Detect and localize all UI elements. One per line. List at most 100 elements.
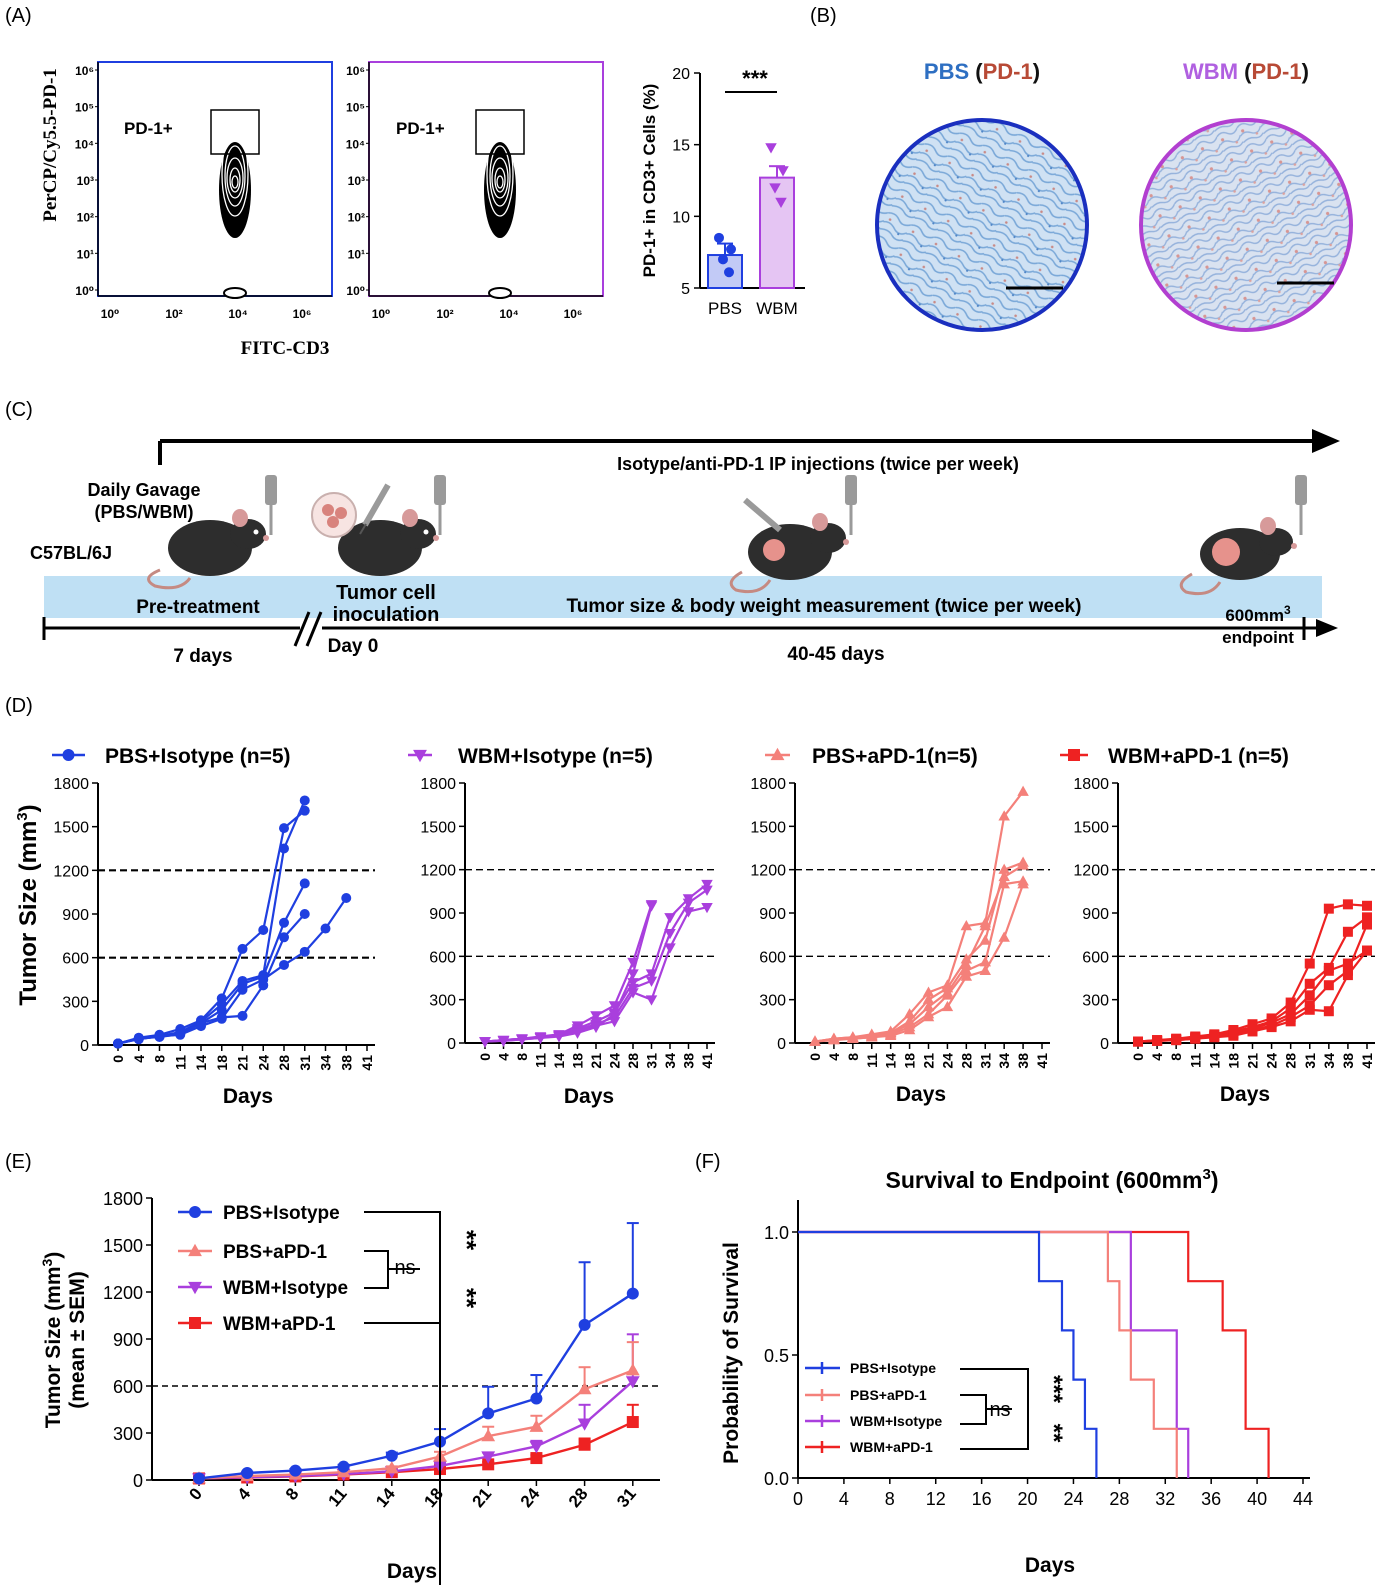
panel-d-x-tick-label: 21	[235, 1055, 251, 1071]
ihc-pbs-title: PBS (PD-1)	[924, 59, 1040, 84]
panel-f-x-tick-label: 40	[1247, 1489, 1267, 1509]
growth-point	[701, 879, 713, 891]
gavage-tube-icon	[434, 475, 446, 535]
panel-d-y-tick-label: 300	[1082, 993, 1109, 1010]
growth-point	[922, 1011, 935, 1022]
flow-y-tick-label: 10⁵	[75, 101, 94, 115]
panel-d-y-tick-label: 1500	[1073, 819, 1109, 836]
flow-density-contour	[491, 157, 509, 199]
panel-e-x-tick-label: 14	[372, 1484, 399, 1511]
measurement-band	[44, 576, 1322, 618]
panel-d-x-tick-label: 34	[1321, 1053, 1337, 1069]
panel-d-x-tick-label: 34	[318, 1055, 334, 1071]
mean-point	[577, 1418, 592, 1431]
panel-d-x-tick-label: 0	[110, 1055, 126, 1063]
panel-d-x-tick-label: 28	[276, 1055, 292, 1071]
mean-point	[625, 1363, 640, 1376]
panel-d-x-tick-label: 38	[1340, 1053, 1356, 1069]
growth-point	[645, 995, 658, 1006]
growth-point	[553, 1032, 565, 1043]
panel-e-y-tick-label: 1500	[103, 1236, 143, 1256]
panel-f-ns: ns	[989, 1399, 1010, 1421]
panel-d-x-tick-label: 21	[921, 1053, 937, 1069]
growth-point	[1152, 1035, 1163, 1046]
panel-e-x-tick-label: 8	[282, 1484, 303, 1503]
pd1-bar-chart: 5 10 15 20 PD-1+ in CD3+ Cells (%) PBS WBM	[640, 66, 805, 318]
flow-x-tick-label: 10⁰	[101, 307, 120, 321]
growth-point	[1323, 1006, 1334, 1017]
panel-d-x-tick-label: 0	[807, 1053, 823, 1061]
panel-e-legend-marker	[188, 1243, 202, 1257]
flow-y-tick-label: 10²	[77, 211, 94, 225]
panel-f-x-tick-label: 24	[1063, 1489, 1083, 1509]
flow-x-tick-label: 10²	[165, 307, 182, 321]
panel-d-x-tick-label: 14	[1206, 1053, 1222, 1069]
flow-density-contour	[486, 131, 514, 217]
flow-y-tick-label: 10⁶	[346, 64, 365, 78]
flow-y-tick-label: 10³	[348, 174, 365, 188]
growth-point	[682, 898, 695, 909]
growth-point	[1133, 1036, 1143, 1047]
panel-f-y-tick-label: 0.5	[764, 1346, 789, 1366]
panel-d-x-tick-label: 18	[570, 1053, 586, 1069]
panel-label-a: (A)	[5, 5, 32, 27]
panel-d-x-tick-label: 38	[338, 1055, 354, 1071]
panel-label-e: (E)	[5, 1151, 32, 1173]
mean-point	[385, 1449, 398, 1462]
measurement-label: Tumor size & body weight measurement (tw…	[567, 596, 1082, 617]
panel-f-x-tick-label: 36	[1201, 1489, 1221, 1509]
panel-e-stars-2: **	[452, 1288, 482, 1309]
panel-d-y-tick-label: 1200	[750, 863, 786, 880]
panel-d-y-tick-label: 1200	[420, 863, 456, 880]
growth-point	[809, 1035, 821, 1046]
growth-point	[979, 920, 991, 931]
panel-d-y-tick-label: 1200	[53, 863, 89, 880]
survival-curve	[798, 1230, 1098, 1478]
growth-point	[979, 934, 991, 945]
growth-point	[627, 969, 639, 980]
panel-d-x-tick-label: 21	[1245, 1053, 1261, 1069]
growth-point	[903, 1008, 916, 1019]
mean-point	[529, 1441, 544, 1454]
panel-d-y-label: Tumor Size (mm3)	[14, 804, 42, 1005]
panel-d-x-tick-label: 21	[588, 1053, 604, 1069]
panel-d-y-tick-label: 600	[62, 951, 89, 968]
mouse-icon	[338, 509, 439, 576]
panel-f-x-tick-label: 16	[972, 1489, 992, 1509]
flow-density-outer	[484, 142, 516, 238]
flow-x-tick-label: 10⁴	[228, 307, 247, 321]
panel-e-y-tick-label: 900	[113, 1330, 143, 1350]
panel-d-x-tick-label: 0	[1130, 1053, 1146, 1061]
flow-x-tick-label: 10⁶	[293, 307, 312, 321]
gate-label-pbs: PD-1+	[124, 119, 173, 138]
panel-d-x-tick-label: 4	[1149, 1053, 1165, 1061]
flow-y-axis-label: PerCP/Cy5.5-PD-1	[40, 68, 61, 222]
day0-label: Day 0	[328, 636, 379, 657]
mean-growth-chart: 0 300 600 900 1200 1500 1800 0 4 8 11 14 18 21 24 28 31 P…	[103, 1189, 660, 1511]
panel-f-stars-1: ***	[1040, 1375, 1067, 1404]
injection-arrow-head	[1312, 429, 1340, 453]
panel-f-y-tick-label: 0.0	[764, 1469, 789, 1489]
growth-point	[922, 1000, 935, 1012]
flow-density-contour	[494, 167, 506, 193]
panel-f-x-tick-label: 0	[793, 1489, 803, 1509]
panel-d-y-tick-label: 1800	[53, 776, 89, 793]
panel-d-x-tick-label: 28	[625, 1053, 641, 1069]
mouse-icon	[147, 509, 269, 590]
growth-curve	[117, 800, 306, 1045]
panel-d-y-tick-label: 0	[80, 1038, 89, 1055]
growth-point	[590, 1022, 602, 1034]
flow-cytometry-plots: 10⁰ 10¹ 10² 10³ 10⁴ 10⁵ 10⁶ 10⁰ 10² 10⁴ 10⁶ 10⁰ 10¹ 1…	[75, 61, 604, 321]
growth-point	[1285, 1016, 1296, 1027]
growth-point	[299, 795, 310, 806]
growth-point	[154, 1031, 165, 1042]
panel-d-y-tick-label: 1800	[1073, 776, 1109, 793]
timeline-arrow-head	[1316, 619, 1338, 637]
growth-point	[237, 1010, 248, 1021]
panel-d-y-tick-label: 1500	[53, 820, 89, 837]
bar-y-tick-label: 20	[672, 66, 690, 83]
mean-point	[530, 1392, 543, 1405]
panel-d-legend-marker	[413, 749, 427, 763]
panel-e-x-tick-label: 11	[325, 1484, 351, 1510]
